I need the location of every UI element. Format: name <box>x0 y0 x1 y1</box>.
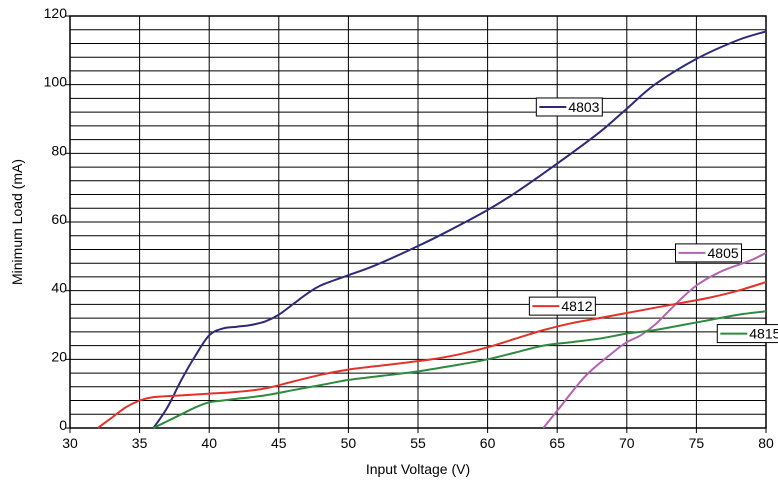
annotation-4815: 4815 <box>716 324 778 344</box>
x-tick-label: 55 <box>410 435 426 451</box>
annotation-4805: 4805 <box>675 243 743 263</box>
x-tick-label: 60 <box>480 435 496 451</box>
x-tick-label: 40 <box>201 435 217 451</box>
annotation-box <box>535 97 603 117</box>
annotation-box <box>528 296 596 316</box>
y-tick-label: 0 <box>59 417 67 433</box>
series-line-4815 <box>153 310 767 429</box>
series-annotations: 4803 4805 4812 4815 <box>528 97 778 344</box>
series-line-4803 <box>152 30 767 429</box>
x-tick-label: 50 <box>341 435 357 451</box>
y-tick-label: 60 <box>51 211 67 227</box>
annotation-box <box>675 243 743 263</box>
x-tick-label: 45 <box>271 435 287 451</box>
y-tick-label: 120 <box>44 5 68 21</box>
y-tick-label: 20 <box>51 348 67 364</box>
x-tick-label: 80 <box>758 435 774 451</box>
x-tick-label: 65 <box>549 435 565 451</box>
annotation-label: 4812 <box>561 298 592 314</box>
series-line-4812 <box>97 281 767 429</box>
y-tick-label: 100 <box>44 74 68 90</box>
series-lines <box>97 30 767 429</box>
y-axis-title: Minimum Load (mA) <box>9 159 25 285</box>
x-tick-label: 30 <box>62 435 78 451</box>
annotation-label: 4815 <box>749 326 778 342</box>
x-axis-title: Input Voltage (V) <box>366 461 470 477</box>
x-axis-ticks: 30 35 40 45 50 55 60 65 70 75 80 <box>62 428 774 451</box>
y-tick-label: 40 <box>51 280 67 296</box>
annotation-label: 4805 <box>708 245 739 261</box>
x-tick-label: 75 <box>689 435 705 451</box>
grid <box>70 16 766 428</box>
annotation-4803: 4803 <box>535 97 603 117</box>
x-tick-label: 35 <box>132 435 148 451</box>
y-axis-ticks: 0 20 40 60 80 100 120 <box>44 5 70 433</box>
series-line-4805 <box>542 251 767 429</box>
x-tick-label: 70 <box>619 435 635 451</box>
annotation-4812: 4812 <box>528 296 596 316</box>
annotation-box <box>716 324 778 344</box>
annotation-label: 4803 <box>568 99 599 115</box>
y-tick-label: 80 <box>51 142 67 158</box>
